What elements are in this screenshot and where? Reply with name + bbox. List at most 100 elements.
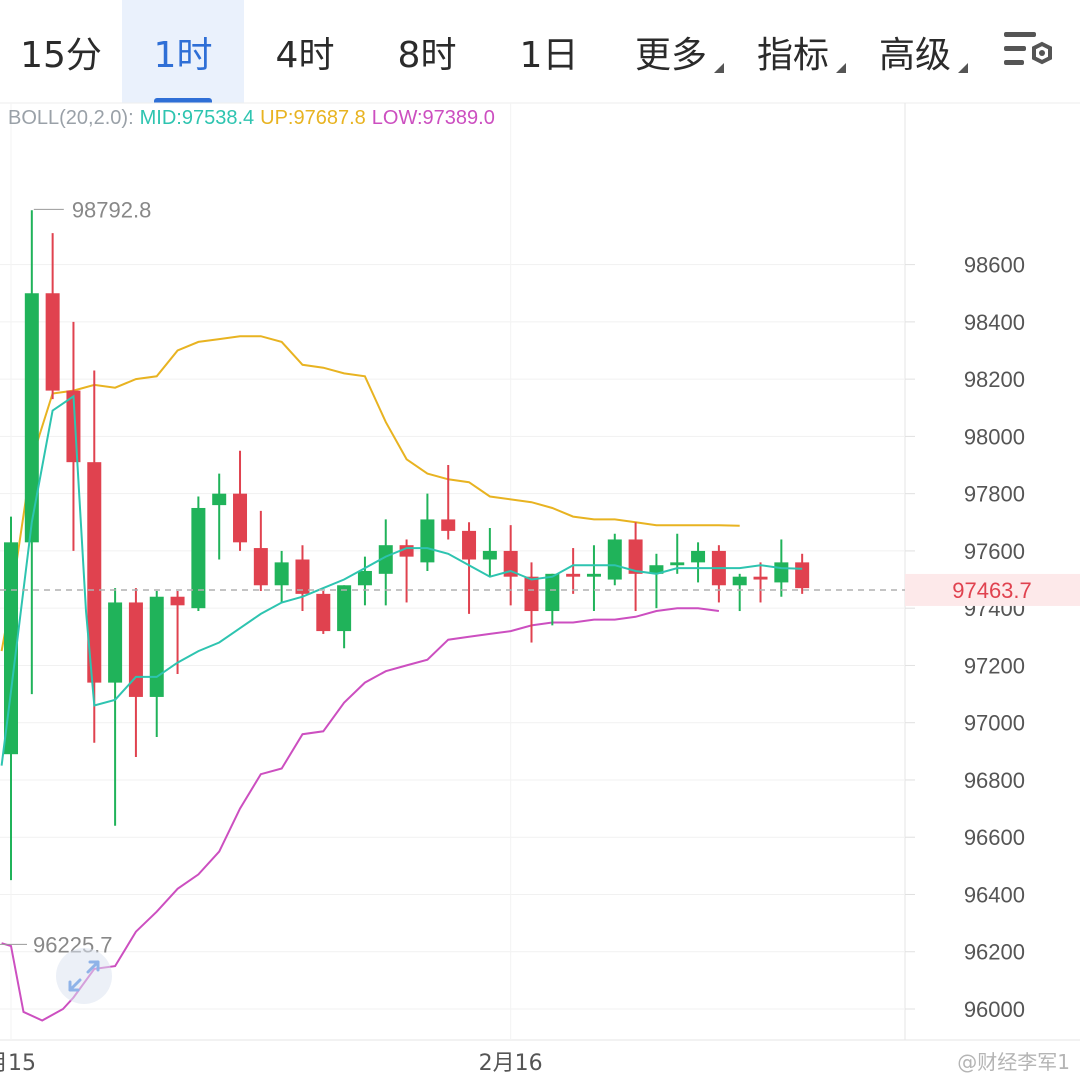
candle[interactable] xyxy=(45,233,60,400)
tab-2[interactable]: 4时 xyxy=(244,0,366,103)
boll-mid-line xyxy=(0,394,803,766)
candle[interactable] xyxy=(378,519,393,606)
candle[interactable] xyxy=(503,525,518,606)
expand-chart-button[interactable] xyxy=(56,948,112,1004)
current-price-tag xyxy=(905,573,1080,606)
candle-body xyxy=(607,539,622,580)
tab-label: 1日 xyxy=(519,34,579,76)
candle[interactable] xyxy=(607,533,622,586)
candle-body xyxy=(753,576,768,580)
candle[interactable] xyxy=(628,522,643,612)
tab-0[interactable]: 15分 xyxy=(0,0,122,103)
candle-body xyxy=(316,593,331,632)
candle[interactable] xyxy=(316,591,331,634)
tab-6[interactable]: 指标 xyxy=(732,0,854,103)
candle[interactable] xyxy=(399,539,414,603)
candle[interactable] xyxy=(795,553,810,594)
candle[interactable] xyxy=(711,545,726,603)
tab-1[interactable]: 1时 xyxy=(122,0,244,103)
candle-body xyxy=(4,542,18,755)
tab-3[interactable]: 8时 xyxy=(366,0,488,103)
chart-settings-icon[interactable] xyxy=(1002,26,1058,76)
candle[interactable] xyxy=(128,588,143,758)
candle[interactable] xyxy=(149,591,164,738)
candle-body xyxy=(295,559,310,594)
candle[interactable] xyxy=(295,545,310,612)
candle-body xyxy=(586,573,601,577)
candle[interactable] xyxy=(274,550,289,603)
candle[interactable] xyxy=(233,450,248,551)
candle[interactable] xyxy=(691,542,706,583)
candle-body xyxy=(774,562,789,583)
watermark: @财经李军1 xyxy=(957,1050,1070,1074)
candle[interactable] xyxy=(732,573,747,612)
tab-7[interactable]: 高级 xyxy=(854,0,976,103)
candle-body xyxy=(191,507,206,609)
candle-body xyxy=(670,562,685,566)
candle-body xyxy=(378,545,393,574)
candle[interactable] xyxy=(482,528,497,577)
dropdown-corner-icon xyxy=(836,63,846,73)
y-tick-label: 96400 xyxy=(964,882,1025,907)
boll-mid-value: MID:97538.4 xyxy=(139,107,255,129)
candle-body xyxy=(420,519,435,563)
candle-body xyxy=(691,550,706,563)
candle[interactable] xyxy=(753,562,768,603)
candle-body xyxy=(253,548,268,586)
current-price-label: 97463.7 xyxy=(952,578,1032,603)
candle[interactable] xyxy=(191,496,206,612)
candle[interactable] xyxy=(462,522,477,614)
y-tick-label: 98400 xyxy=(964,310,1025,335)
candle-body xyxy=(108,602,123,683)
x-tick-label: 月15 xyxy=(0,1051,36,1076)
candle-body xyxy=(170,596,185,606)
candle[interactable] xyxy=(441,465,456,540)
tab-5[interactable]: 更多 xyxy=(610,0,732,103)
y-tick-label: 98600 xyxy=(964,253,1025,278)
candle-body xyxy=(233,493,248,543)
candle-body xyxy=(399,545,414,557)
y-tick-label: 98000 xyxy=(964,424,1025,449)
candle[interactable] xyxy=(253,510,268,592)
y-tick-label: 96800 xyxy=(964,768,1025,793)
timeframe-tab-bar: 15分 1时 4时 8时 1日 更多 指标 高级 xyxy=(0,0,1080,103)
candle[interactable] xyxy=(566,548,581,594)
candle-body xyxy=(795,562,810,589)
tab-label: 1时 xyxy=(153,34,213,76)
y-tick-label: 97000 xyxy=(964,711,1025,736)
candle[interactable] xyxy=(24,210,39,695)
candle[interactable] xyxy=(337,585,352,649)
tab-4[interactable]: 1日 xyxy=(488,0,610,103)
active-tab-indicator xyxy=(154,98,212,103)
candle[interactable] xyxy=(66,321,81,551)
candle-body xyxy=(732,576,747,586)
candle[interactable] xyxy=(524,562,539,643)
candle[interactable] xyxy=(170,591,185,675)
y-tick-label: 96600 xyxy=(964,825,1025,850)
expand-arrows-icon xyxy=(68,960,100,992)
candle[interactable] xyxy=(649,553,664,609)
boll-upper-line xyxy=(0,335,740,652)
candle[interactable] xyxy=(420,493,435,571)
candle-body xyxy=(24,293,39,543)
candle-body xyxy=(482,550,497,560)
y-tick-label: 98200 xyxy=(964,367,1025,392)
candle-body xyxy=(628,539,643,574)
candle[interactable] xyxy=(108,588,123,826)
tab-label: 4时 xyxy=(275,34,335,76)
candle[interactable] xyxy=(586,545,601,612)
candle[interactable] xyxy=(87,370,102,743)
y-tick-label: 97600 xyxy=(964,539,1025,564)
candle-body xyxy=(337,585,352,632)
candle[interactable] xyxy=(545,573,560,626)
candle[interactable] xyxy=(212,473,227,560)
tab-label: 8时 xyxy=(397,34,457,76)
candle-body xyxy=(128,602,143,697)
dropdown-corner-icon xyxy=(714,63,724,73)
candle-body xyxy=(462,530,477,560)
candle[interactable] xyxy=(357,556,372,606)
y-tick-label: 96000 xyxy=(964,997,1025,1022)
candle-body xyxy=(149,596,164,697)
candle-body xyxy=(45,293,60,391)
